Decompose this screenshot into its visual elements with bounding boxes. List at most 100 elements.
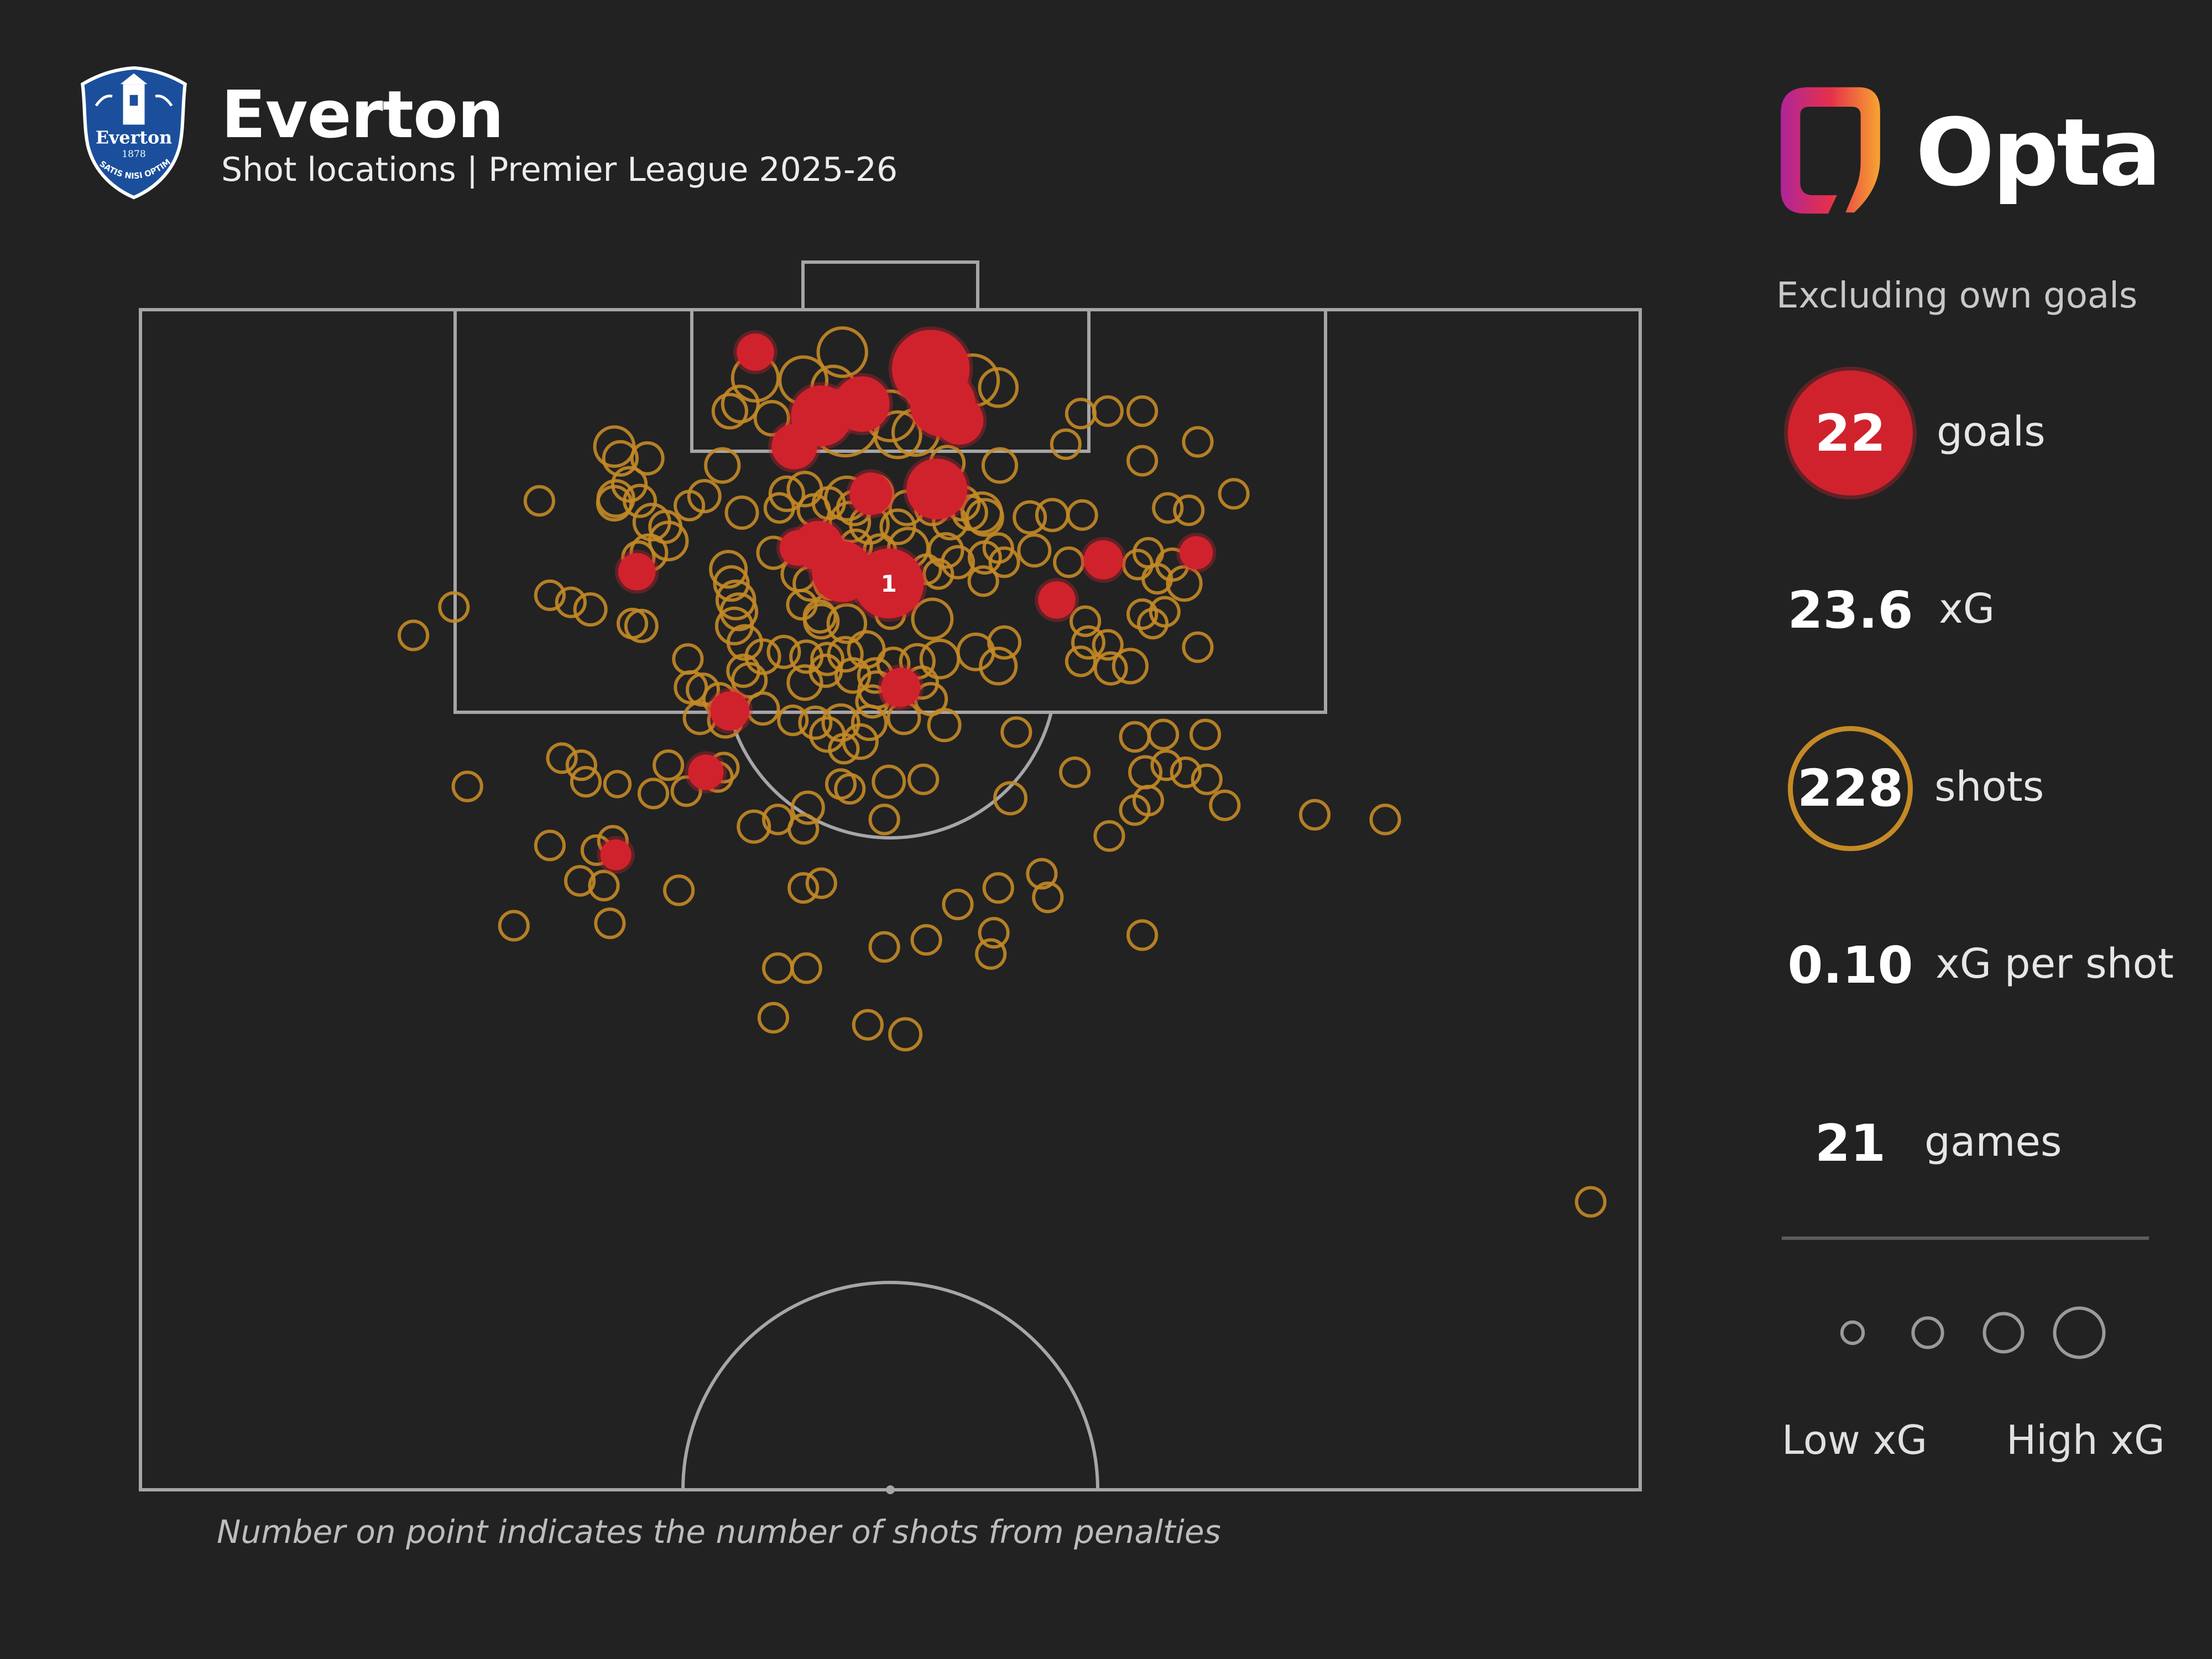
shot-point xyxy=(852,1009,884,1041)
penalties-footnote: Number on point indicates the number of … xyxy=(217,1513,1221,1551)
goal-point xyxy=(737,333,774,371)
xg-value: 23.6 xyxy=(1787,581,1913,640)
shot-point xyxy=(1149,596,1181,628)
shot-point xyxy=(565,749,597,781)
shot-point xyxy=(919,638,961,680)
shot-point xyxy=(982,872,1014,904)
legend-size-circle xyxy=(1983,1312,2025,1354)
shot-point xyxy=(1065,398,1097,430)
shot-point xyxy=(786,664,823,701)
crest-year: 1878 xyxy=(122,149,145,160)
shot-point xyxy=(942,888,974,921)
shot-point xyxy=(810,641,845,676)
shot-point xyxy=(762,952,794,984)
stats-divider xyxy=(1782,1237,2149,1240)
penalty-arc xyxy=(728,712,1053,840)
shot-point xyxy=(842,723,879,760)
shot-point xyxy=(766,634,801,669)
shot-point xyxy=(1065,645,1097,677)
shot-point xyxy=(1209,789,1241,821)
shot-point xyxy=(1093,651,1128,686)
goal-point xyxy=(935,396,984,445)
shot-point xyxy=(397,619,430,651)
shot-point xyxy=(757,1001,790,1034)
goal-point xyxy=(779,530,815,566)
shot-point xyxy=(1170,756,1202,789)
crest-name: Everton xyxy=(96,128,172,148)
shot-point xyxy=(1137,608,1169,640)
shot-point xyxy=(1058,756,1091,789)
shot-point xyxy=(1298,799,1331,831)
xg-label: xG xyxy=(1939,585,1995,633)
shot-point xyxy=(1066,499,1098,531)
games-label: games xyxy=(1924,1118,2062,1166)
shot-point xyxy=(1093,820,1125,852)
shot-point xyxy=(805,867,837,899)
goal-point xyxy=(906,458,968,520)
shot-point xyxy=(603,770,632,799)
goal-point xyxy=(1180,536,1213,570)
shot-point xyxy=(1132,785,1165,817)
shot-point xyxy=(596,484,633,522)
shot-point xyxy=(546,742,578,774)
shot-point xyxy=(1574,1186,1607,1218)
shot-point xyxy=(753,400,790,437)
goal-point xyxy=(882,677,911,707)
shot-point xyxy=(1166,565,1203,602)
goal-point xyxy=(849,472,893,515)
goal-point xyxy=(618,552,656,591)
shot-point xyxy=(790,790,825,825)
goals-label: goals xyxy=(1937,408,2046,456)
goal-point xyxy=(1083,540,1123,580)
shot-point xyxy=(623,483,658,518)
shot-point xyxy=(978,367,1019,408)
shot-point xyxy=(1150,749,1182,781)
shot-point xyxy=(672,643,704,675)
shot-point xyxy=(648,520,689,562)
shot-point xyxy=(438,591,470,623)
shot-point xyxy=(1182,631,1214,663)
shot-point xyxy=(834,773,866,805)
shot-point xyxy=(564,865,596,897)
shot-point xyxy=(1126,445,1159,477)
shot-point xyxy=(713,565,750,602)
shot-point xyxy=(1182,426,1214,458)
shot-point xyxy=(1173,494,1205,526)
shot-point xyxy=(821,703,860,742)
shot-point xyxy=(1128,755,1163,790)
goal-point xyxy=(1038,581,1076,619)
shot-point xyxy=(534,579,566,612)
six-yard-box xyxy=(690,308,1091,453)
shot-point xyxy=(674,670,708,705)
shot-point xyxy=(573,592,608,627)
shot-point xyxy=(570,766,602,798)
shot-point xyxy=(981,447,1019,484)
shot-point xyxy=(1013,500,1047,535)
shot-point xyxy=(534,830,566,862)
shot-point xyxy=(1112,648,1149,685)
shot-point xyxy=(653,749,685,781)
xg-size-legend xyxy=(1840,1306,2106,1359)
shot-point xyxy=(1126,395,1159,427)
shot-point xyxy=(715,580,757,620)
shot-point xyxy=(709,550,748,589)
shot-point xyxy=(1369,804,1401,836)
shot-point xyxy=(922,558,954,590)
goal-point xyxy=(600,839,632,870)
goal-point xyxy=(710,691,750,731)
goals-value: 22 xyxy=(1814,404,1886,463)
everton-crest-logo: Everton 1878 NIL SATIS NISI OPTIMUM xyxy=(62,58,201,200)
xg-per-shot-label: xG per shot xyxy=(1936,940,2174,988)
shot-point xyxy=(1191,763,1223,795)
shot-point xyxy=(602,440,639,477)
shot-point xyxy=(1092,395,1124,427)
shot-point xyxy=(1092,629,1124,661)
opta-wordmark: Opta xyxy=(1916,98,2162,207)
shot-point xyxy=(787,872,820,904)
goals-layer: 1 xyxy=(597,326,1217,874)
shot-point xyxy=(498,910,530,942)
shot-point xyxy=(979,646,1018,686)
legend-size-circle xyxy=(1911,1316,1944,1349)
chart-subtitle: Shot locations | Premier League 2025-26 xyxy=(221,150,898,189)
